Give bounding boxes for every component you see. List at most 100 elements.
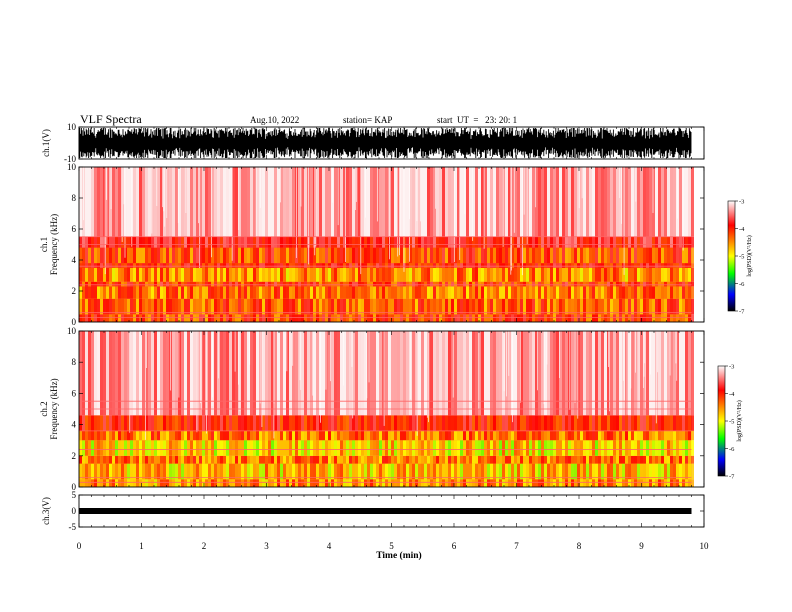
ch1-spectrogram-cell [337,247,340,264]
ch2-spectrogram-cell [316,331,319,416]
ch1-spectrogram-cell [289,314,292,322]
ch1-spectrogram-cell [355,281,358,287]
ch2-spectrogram-cell [691,440,694,456]
ch1-spectrogram-cell [646,247,649,264]
ch2-spectrogram-cell [229,331,232,416]
ch1-spectrogram-cell [637,167,640,237]
ch1-spectrogram-cell [352,236,355,248]
ch2-spectrogram-cell [181,440,184,456]
ch2-spectrogram-cell [517,440,520,456]
ch1-spectrogram-cell [382,236,385,248]
ch2-spectrogram-cell [598,331,601,416]
ch1-spectrogram-cell [475,247,478,264]
ch1-spectrogram-cell [676,247,679,264]
ch1-spectrogram-cell [394,281,397,287]
ch2-spectrogram-cell [121,479,124,487]
ch1-spectrogram-cell [649,281,652,287]
ch1-spectrogram-cell [370,267,373,282]
ch1-spectrogram-cell [613,314,616,322]
ch2-spectrogram-cell [520,463,523,480]
ch1-spectrogram-cell [280,314,283,322]
ch1-spectrogram-cell [139,286,142,299]
ch1-spectrogram-cell [409,281,412,287]
ch2-spectrogram-cell [454,331,457,416]
ch1-spectrogram-cell [631,167,634,237]
ch2-spectrogram-cell [550,331,553,416]
ch2-spectrogram-cell [424,415,427,431]
ch2-spectrogram-cell [280,415,283,431]
ch2-spectrogram-cell [613,463,616,480]
ch2-spectrogram-cell [589,463,592,480]
ch2-spectrogram-cell [130,455,133,464]
ch2-spectrogram-cell [181,455,184,464]
ch2-colorbar-label: log(PSD)(V²/Hz) [736,400,743,441]
ch1-spectrogram-cell [556,236,559,248]
ch2-spectrogram-cell [130,430,133,441]
ch2-spectrogram-cell [418,479,421,487]
ch2-spectrogram-cell [430,479,433,487]
ch1-spectrogram-cell [649,267,652,282]
ch2-spectrogram-cell [232,415,235,431]
ch1-spectrogram-cell [640,247,643,264]
ch2-spectrogram-cell [238,430,241,441]
ch1-spectrogram-cell [646,267,649,282]
ch1-spectrogram-cell [91,267,94,282]
ch1-spectrogram-cell [274,298,277,315]
ch2-spectrogram-cell [154,440,157,456]
ch1-spectrogram-cell [169,314,172,322]
ch1-spectrogram-cell [376,247,379,264]
ch2-spectrogram-cell [262,463,265,480]
ch1-spectrogram-cell [409,263,412,268]
ch2-spectrogram-cell [265,455,268,464]
ch1-spectrogram-cell [616,247,619,264]
ch1-spectrogram-cell [253,167,256,237]
ch2-spectrogram-cell [661,440,664,456]
ch1-spectrogram-cell [145,298,148,315]
ch2-spectrogram-cell [448,331,451,416]
ch1-spectrogram-cell [217,267,220,282]
ch1-spectrogram-cell [568,267,571,282]
ch2-spectrogram-cell [553,331,556,416]
ch1-spectrogram-cell [238,267,241,282]
ch2-colorbar-tick-label: -7 [729,474,735,481]
ch1-spectrogram-cell [565,286,568,299]
ch2-spectrogram-cell [442,430,445,441]
ch1-spectrogram-cell [472,298,475,315]
ch1-spectrogram-cell [286,247,289,264]
ch1-spectrogram-cell [322,298,325,315]
ch1-spectrogram-cell [619,314,622,322]
ch2-spectrogram-cell [202,463,205,480]
ch2-spectrogram-cell [568,440,571,456]
ch2-spectrogram-cell [214,415,217,431]
ch1-spectrogram-cell [103,286,106,299]
ch1-spectrogram-cell [580,267,583,282]
ch2-spectrogram-cell [319,455,322,464]
ch1-spectrogram-cell [406,298,409,315]
ch1-spectrogram-cell [685,281,688,287]
ch1-spectrogram-cell [286,298,289,315]
ch1-spectrogram-cell [436,263,439,268]
ch1-spectrogram-cell [283,314,286,322]
ch2-spectrogram-cell [187,331,190,416]
ch1-spectrogram-cell [595,263,598,268]
ch2-spectrogram-cell [562,331,565,416]
ch1-spectrogram-cell [484,167,487,237]
ch2-spectrogram-cell [502,455,505,464]
ch1-spectrogram-cell [340,167,343,237]
ch2-spectrogram-cell [268,331,271,416]
ch1-spectrogram-cell [166,167,169,237]
ch2-spectrogram-cell [685,463,688,480]
ch2-spectrogram-cell [508,463,511,480]
ch1-spectrogram-cell [172,236,175,248]
ch1-spectrogram-cell [598,247,601,264]
ch1-spectrogram-cell [394,167,397,237]
ch1-spectrogram-cell [685,267,688,282]
ch1-spectrogram-cell [637,314,640,322]
ch2-spectrogram-cell [553,440,556,456]
ch1-spectrogram-cell [352,267,355,282]
ch1-spectrogram-cell [475,236,478,248]
ch2-spectrogram-cell [334,331,337,416]
ch2-spectrogram-cell [253,415,256,431]
ch2-spectrogram-cell [175,331,178,416]
ch1-spectrogram-cell [556,267,559,282]
